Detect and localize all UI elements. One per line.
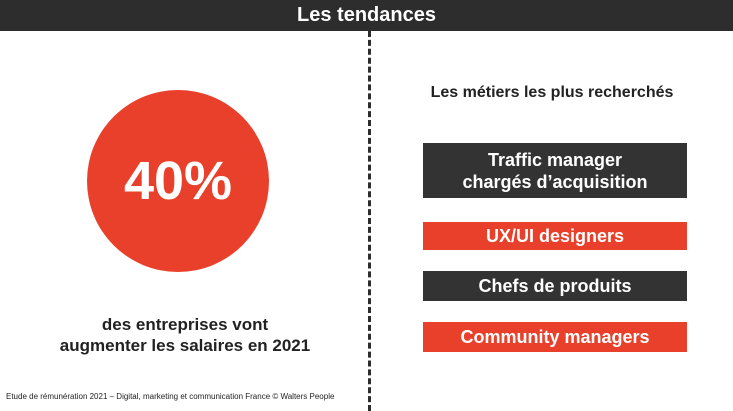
dashed-divider <box>368 31 371 411</box>
source-footnote: Etude de rémunération 2021 – Digital, ma… <box>6 392 335 401</box>
stat-circle: 40% <box>87 90 269 272</box>
stat-description-line-2: augmenter les salaires en 2021 <box>59 336 311 355</box>
page-title: Les tendances <box>297 4 436 26</box>
stat-description: des entreprises vont augmenter les salai… <box>20 314 350 356</box>
job-traffic-manager-line-2: chargés d’acquisition <box>462 171 648 192</box>
job-traffic-manager-line-1: Traffic manager <box>487 149 623 170</box>
job-ux-ui-designers: UX/UI designers <box>423 222 687 250</box>
jobs-section-title: Les métiers les plus recherchés <box>430 84 674 101</box>
job-chefs-de-produits: Chefs de produits <box>423 271 687 301</box>
stat-value: 40% <box>123 151 233 211</box>
job-traffic-manager: Traffic manager chargés d’acquisition <box>423 143 687 198</box>
header-bar: Les tendances <box>0 0 733 31</box>
stat-description-line-1: des entreprises vont <box>101 315 269 334</box>
job-community-managers-label: Community managers <box>460 327 650 347</box>
job-ux-ui-designers-label: UX/UI designers <box>485 226 625 246</box>
job-community-managers: Community managers <box>423 322 687 352</box>
job-chefs-de-produits-label: Chefs de produits <box>478 276 632 296</box>
